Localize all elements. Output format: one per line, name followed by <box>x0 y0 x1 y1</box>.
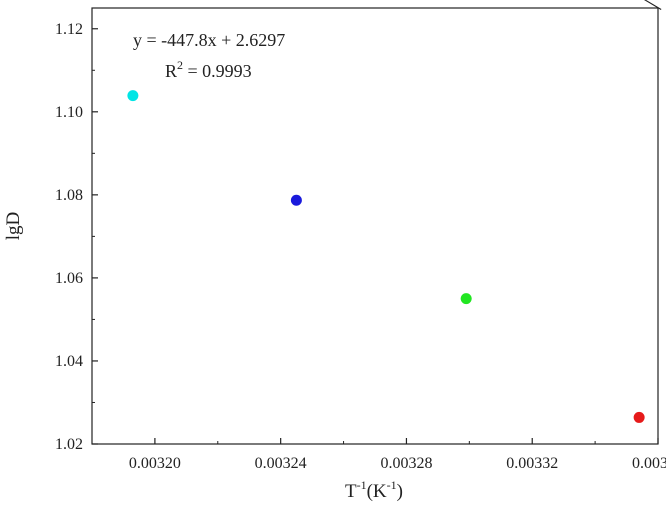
y-tick-label: 1.10 <box>55 104 83 121</box>
r-squared-base: R <box>165 61 177 81</box>
data-point <box>127 90 139 102</box>
plot-frame <box>91 7 659 445</box>
x-label-end: ) <box>397 481 403 502</box>
r-squared-value: = 0.9993 <box>183 61 252 81</box>
y-tick-label: 1.12 <box>55 21 83 38</box>
data-points-layer <box>127 90 645 423</box>
x-label-base: T <box>345 481 357 502</box>
y-axis-label: lgD <box>3 212 24 241</box>
x-label-sup1: -1 <box>357 478 367 492</box>
x-tick-label: 0.00324 <box>255 455 307 472</box>
data-point <box>460 293 472 305</box>
x-tick-label: 0.00320 <box>129 455 181 472</box>
x-tick-label: 0.00332 <box>506 455 558 472</box>
y-tick-label: 1.02 <box>55 436 83 453</box>
x-label-sup2: -1 <box>387 478 397 492</box>
x-tick-label: 0.00328 <box>380 455 432 472</box>
y-tick-label: 1.08 <box>55 187 83 204</box>
y-tick-label: 1.04 <box>55 353 83 370</box>
data-point <box>633 411 645 423</box>
equation-label: y = -447.8x + 2.6297 <box>133 30 285 50</box>
r-squared-label: R2 = 0.9993 <box>165 58 252 81</box>
x-label-mid: (K <box>367 481 387 502</box>
data-point <box>290 194 302 206</box>
x-axis-ticks: 0.00320 0.00324 0.00328 0.00332 0.00336 <box>129 438 666 472</box>
x-axis-label: T-1(K-1) <box>345 478 403 502</box>
x-tick-label: 0.00336 <box>632 455 666 472</box>
y-axis-ticks: 1.02 1.04 1.06 1.08 1.10 1.12 <box>55 21 98 453</box>
y-tick-label: 1.06 <box>55 270 83 287</box>
r-squared-sup: 2 <box>177 58 183 72</box>
